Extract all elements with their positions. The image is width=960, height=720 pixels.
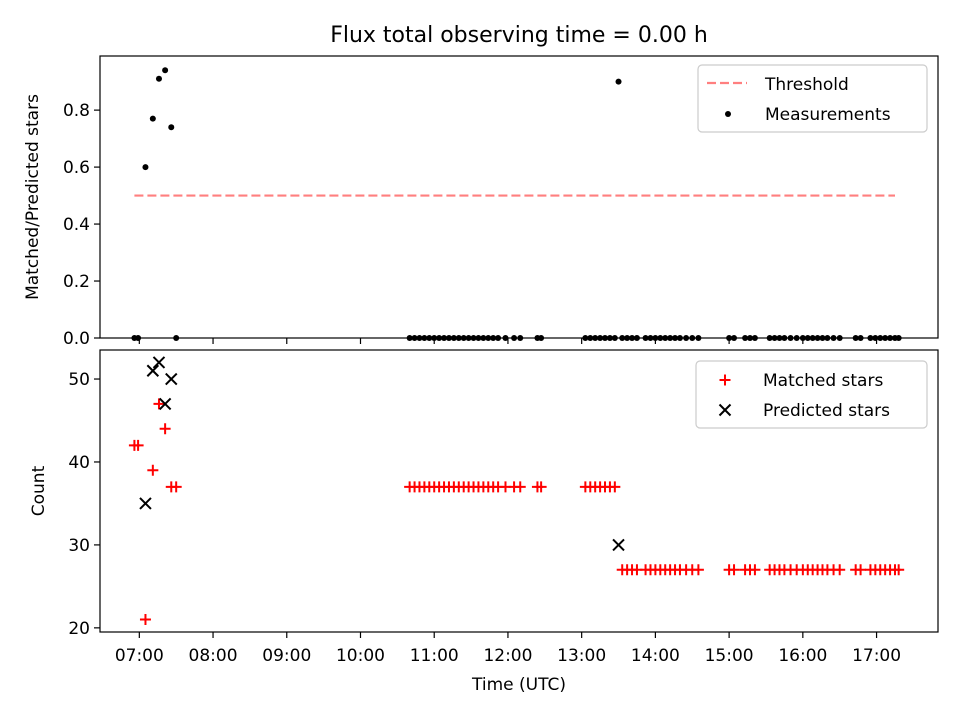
matched-star-point: [139, 614, 151, 626]
legend-predicted-label: Predicted stars: [763, 401, 890, 421]
matched-star-point: [609, 481, 621, 493]
legend-matched-label: Matched stars: [763, 371, 883, 391]
x-tick-label: 09:00: [262, 646, 311, 666]
top-legend-box: [697, 64, 928, 133]
bottom-panel: 20 30 40 50 07:00 08:00 09:00 10:00 11:00 12:00 1…: [29, 349, 939, 695]
top-y-tick-label: 0.0: [63, 329, 90, 349]
legend-predicted-swatch: [718, 403, 732, 417]
bottom-plot-frame: [99, 349, 939, 633]
legend-matched-swatch: [719, 374, 731, 386]
matched-star-point: [692, 564, 704, 576]
x-tick-label: 11:00: [410, 646, 459, 666]
top-y-tick-label: 0.6: [63, 158, 90, 178]
x-tick-label: 14:00: [631, 646, 680, 666]
x-tick-label: 13:00: [557, 646, 606, 666]
bottom-legend-box: [695, 360, 928, 429]
x-tick-label: 17:00: [852, 646, 901, 666]
bottom-x-ticks: 07:00 08:00 09:00 10:00 11:00 12:00 13:00 14:00…: [115, 632, 901, 666]
x-axis-label: Time (UTC): [471, 675, 566, 695]
matched-star-point: [153, 398, 165, 410]
bottom-y-ticks: 20 30 40 50: [68, 370, 100, 639]
bottom-y-tick-label: 30: [68, 536, 90, 556]
matched-star-point: [893, 564, 905, 576]
legend-measurements-swatch: [725, 111, 731, 117]
measurement-point: [155, 75, 162, 82]
matched-star-point: [132, 439, 144, 451]
top-plot-frame: [99, 55, 939, 339]
measurement-point: [142, 164, 149, 171]
legend-measurements-label: Measurements: [765, 105, 891, 125]
matched-star-point: [159, 423, 171, 435]
x-tick-label: 10:00: [336, 646, 385, 666]
bottom-legend: Matched stars Predicted stars: [695, 360, 928, 429]
matched-star-point: [728, 564, 740, 576]
x-tick-label: 16:00: [778, 646, 827, 666]
matched-star-point: [749, 564, 761, 576]
matched-star-point: [834, 564, 846, 576]
bottom-plot-marks: [128, 356, 905, 626]
matched-star-point: [514, 481, 526, 493]
matched-star-point: [147, 464, 159, 476]
measurement-point: [162, 67, 169, 74]
x-tick-label: 15:00: [705, 646, 754, 666]
top-y-axis-label: Matched/Predicted stars: [23, 94, 43, 300]
bottom-y-axis-label: Count: [29, 465, 49, 516]
x-tick-label: 07:00: [115, 646, 164, 666]
x-tick-label: 08:00: [189, 646, 238, 666]
top-y-tick-label: 0.8: [63, 101, 90, 121]
bottom-y-tick-label: 20: [68, 619, 90, 639]
x-tick-label: 12:00: [483, 646, 532, 666]
measurement-point: [149, 115, 156, 122]
top-y-tick-label: 0.2: [63, 272, 90, 292]
predicted-star-point: [139, 497, 152, 510]
bottom-y-tick-label: 50: [68, 370, 90, 390]
predicted-star-point: [165, 372, 178, 386]
top-panel: 0.00.20.40.60.8 Matched/Predicted stars …: [23, 55, 939, 349]
measurement-point: [168, 124, 175, 131]
predicted-star-point: [152, 356, 166, 369]
legend-threshold-label: Threshold: [764, 75, 849, 95]
top-y-tick-label: 0.4: [63, 215, 90, 235]
predicted-star-point: [158, 397, 172, 411]
matched-star-point: [855, 564, 867, 576]
matched-star-point: [170, 481, 182, 493]
predicted-star-point: [612, 538, 625, 552]
chart-title: Flux total observing time = 0.00 h: [330, 23, 708, 48]
matched-star-point: [535, 481, 547, 493]
predicted-star-point: [146, 364, 160, 377]
measurement-point: [615, 78, 622, 85]
top-legend: Threshold Measurements: [697, 64, 928, 133]
bottom-y-tick-label: 40: [68, 453, 90, 473]
top-y-ticks: 0.0 0.2 0.4 0.6 0.8: [63, 101, 100, 349]
